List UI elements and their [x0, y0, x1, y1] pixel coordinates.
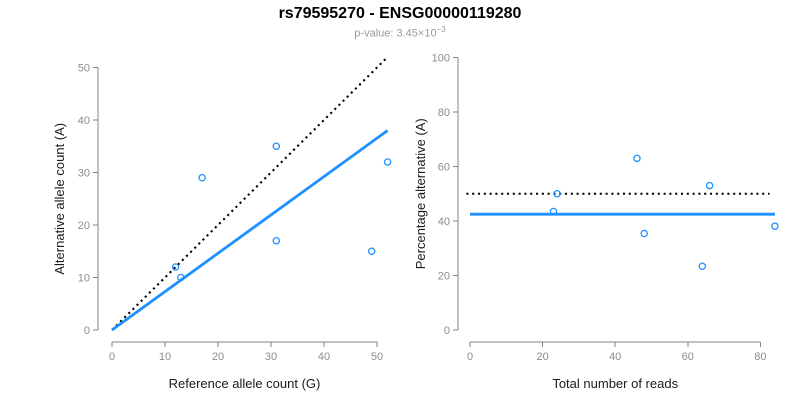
y-tick-label: 20 — [438, 271, 450, 283]
y-tick-label: 50 — [78, 63, 90, 75]
y-tick-label: 10 — [78, 273, 90, 285]
data-point — [198, 173, 206, 182]
x-tick-label: 40 — [609, 351, 621, 363]
figure-subtitle: p-value: 3.45×10−3 — [0, 25, 800, 40]
data-point — [705, 181, 714, 190]
y-tick-label: 20 — [78, 220, 90, 232]
pvalue-exponent: −3 — [436, 25, 446, 34]
data-point — [272, 236, 281, 245]
x-tick-label: 10 — [159, 351, 171, 363]
y-tick-label: 0 — [444, 325, 450, 337]
y-axis-title: Percentage alternative (A) — [413, 118, 428, 269]
data-point — [553, 189, 561, 198]
fit-line — [111, 129, 389, 332]
left-plot: 0 10 20 30 40 50 0 10 20 30 40 50 Reference allele c… — [52, 56, 392, 391]
x-tick-label: 30 — [265, 351, 277, 363]
x-tick-label: 0 — [467, 351, 473, 363]
data-point — [698, 262, 707, 270]
x-axis-title: Reference allele count (G) — [169, 376, 321, 391]
data-point — [640, 229, 648, 238]
x-tick-label: 50 — [371, 351, 383, 363]
x-tick-label: 80 — [754, 351, 766, 363]
y-tick-label: 40 — [438, 216, 450, 228]
data-point — [771, 222, 779, 230]
x-tick-label: 60 — [682, 351, 694, 363]
data-point — [171, 263, 180, 271]
y-tick-label: 60 — [438, 162, 450, 174]
y-tick-label: 30 — [78, 168, 90, 180]
data-point — [367, 247, 376, 255]
x-tick-label: 0 — [109, 351, 115, 363]
y-tick-label: 80 — [438, 107, 450, 119]
identity-line — [111, 56, 389, 331]
y-axis-title: Alternative allele count (A) — [52, 123, 67, 275]
x-tick-label: 20 — [212, 351, 224, 363]
data-point — [272, 142, 281, 150]
right-plot: 0 20 40 60 80 100 0 20 40 60 80 Total number of rea… — [413, 53, 779, 391]
data-point — [633, 154, 641, 163]
x-tick-label: 40 — [318, 351, 330, 363]
data-point — [177, 273, 185, 282]
pvalue-text: p-value: 3.45×10 — [354, 27, 437, 40]
data-point — [383, 158, 392, 166]
data-point — [549, 207, 558, 216]
y-tick-label: 0 — [84, 325, 90, 337]
x-axis-title: Total number of reads — [552, 376, 678, 391]
y-tick-label: 100 — [432, 53, 450, 65]
figure-title: rs79595270 - ENSG00000119280 — [278, 5, 522, 22]
x-tick-label: 20 — [536, 351, 548, 363]
y-tick-label: 40 — [78, 115, 90, 127]
